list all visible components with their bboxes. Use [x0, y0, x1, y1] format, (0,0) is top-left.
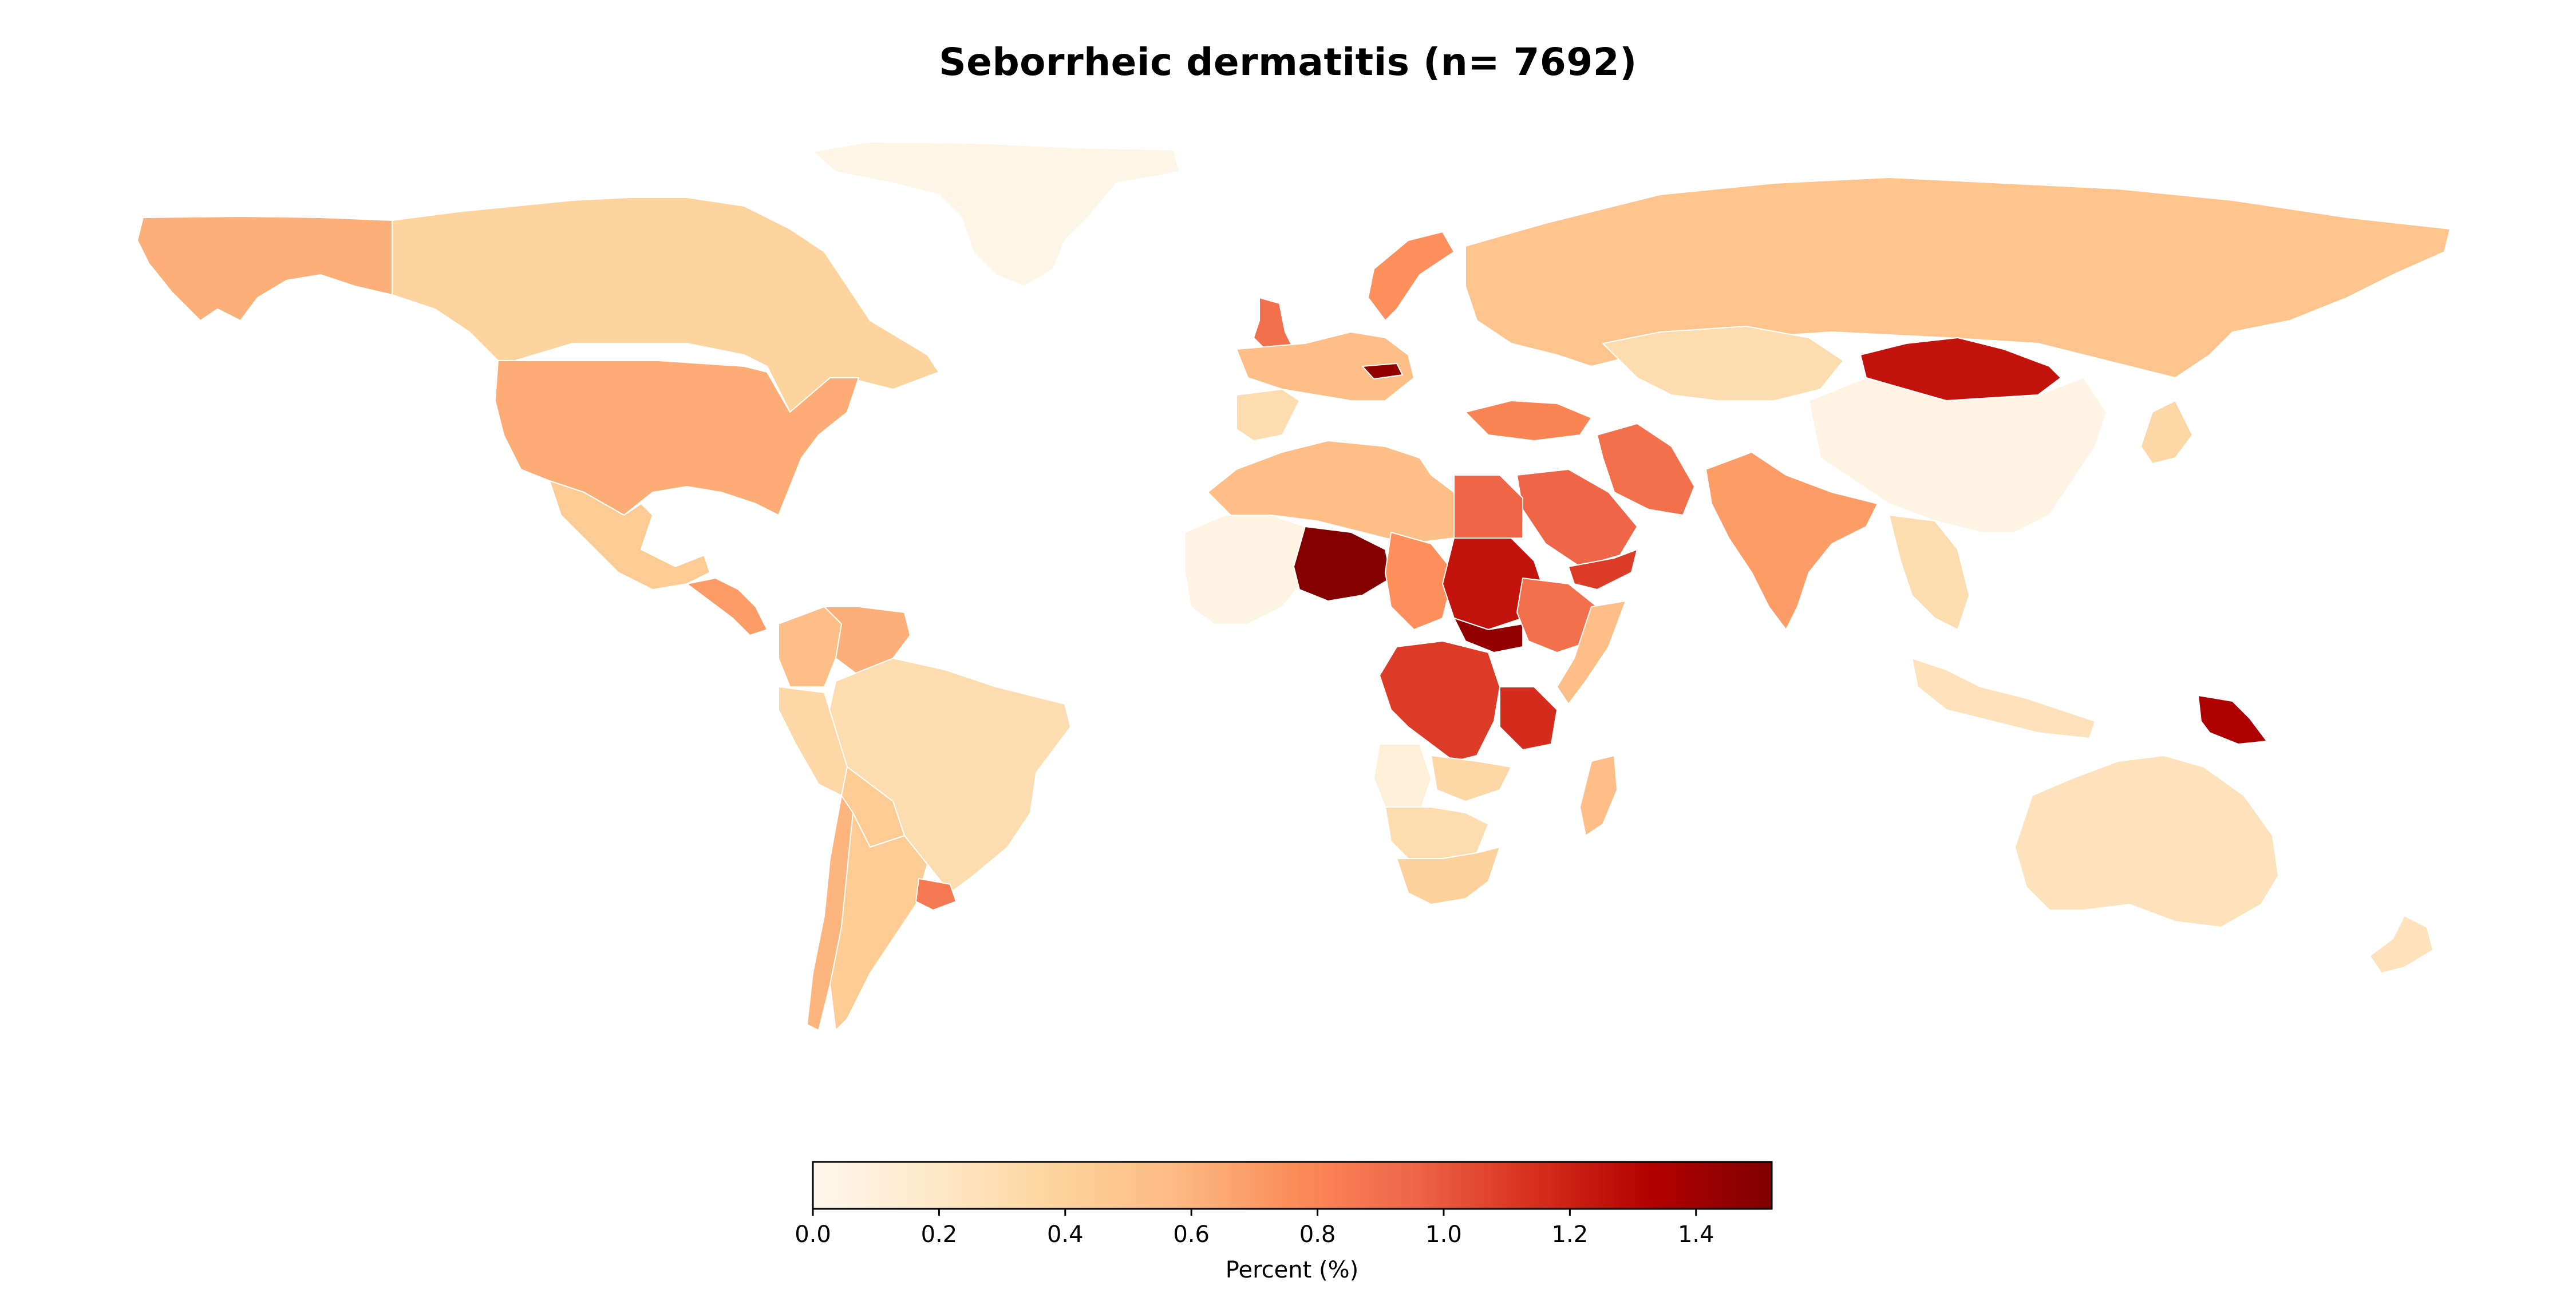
region-kazakhstan	[1602, 326, 1844, 401]
colorbar-tick-label: 0.2	[921, 1221, 958, 1248]
colorbar-tick-label: 0.4	[1047, 1221, 1084, 1248]
region-saudi-arabia	[1516, 469, 1638, 567]
region-india	[1705, 452, 1878, 630]
region-argentina	[829, 812, 928, 1031]
colorbar-ticks: 0.0 0.2 0.4 0.6 0.8 1.0 1.2 1.4	[795, 1209, 1714, 1248]
region-yemen	[1568, 549, 1638, 590]
region-south-sudan	[1453, 618, 1523, 653]
colorbar-tick-label: 0.0	[795, 1221, 831, 1248]
region-south-africa	[1396, 847, 1500, 905]
region-iberia	[1236, 389, 1300, 441]
region-southeast-asia	[1888, 515, 1970, 630]
colorbar-gradient	[812, 1161, 1773, 1210]
region-chad	[1385, 532, 1455, 630]
colorbar-tick-label: 1.4	[1678, 1221, 1714, 1248]
region-turkey	[1465, 400, 1592, 441]
region-western-europe	[1236, 331, 1415, 401]
region-zambia	[1431, 755, 1512, 802]
colorbar-tick-label: 1.2	[1552, 1221, 1589, 1248]
region-niger	[1293, 526, 1392, 602]
region-austria	[1362, 363, 1403, 379]
region-japan	[2140, 400, 2193, 464]
region-egypt	[1453, 474, 1523, 539]
region-mexico	[549, 480, 710, 590]
region-ethiopia	[1516, 578, 1598, 653]
region-somalia	[1556, 600, 1626, 705]
region-greenland	[812, 141, 1180, 287]
map-title: Seborrheic dermatitis (n= 7692)	[939, 40, 1637, 84]
region-madagascar	[1579, 755, 1618, 836]
colorbar-label: Percent (%)	[1226, 1257, 1358, 1283]
region-indonesia	[1911, 658, 2096, 739]
region-west-africa	[1184, 515, 1306, 624]
region-iran	[1597, 423, 1695, 516]
region-papua-new-guinea	[2198, 695, 2267, 745]
region-china	[1808, 377, 2107, 533]
colorbar-tick-label: 1.0	[1425, 1221, 1462, 1248]
region-dr-congo	[1379, 640, 1500, 762]
region-alaska	[137, 216, 393, 321]
region-norway-sweden	[1368, 231, 1455, 321]
region-tanzania	[1499, 686, 1558, 750]
region-new-zealand	[2369, 915, 2433, 974]
region-australia	[2014, 755, 2279, 928]
colorbar-tick-label: 0.8	[1299, 1221, 1336, 1248]
region-russia	[1465, 177, 2451, 378]
region-united-states	[495, 360, 859, 516]
region-uruguay	[915, 878, 957, 911]
colorbar-tick-label: 0.6	[1173, 1221, 1210, 1248]
region-peru	[778, 686, 848, 796]
region-central-america	[686, 578, 768, 636]
